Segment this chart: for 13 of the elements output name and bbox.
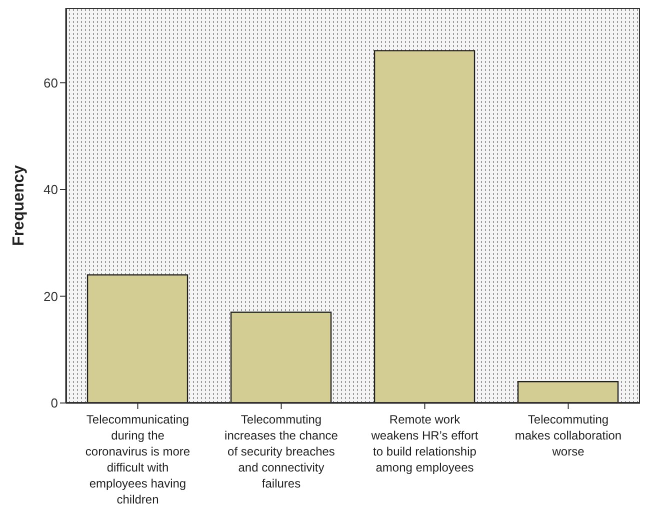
y-axis-title: Frequency [10,164,28,246]
x-tick-label: Telecommuting makes collaboration worse [514,412,622,459]
bar [230,312,332,403]
y-tick-label: 60 [44,75,58,90]
y-tick-label: 0 [50,396,58,411]
x-tick-label: Telecommuting increases the chance of security breaches and connectivity failures [224,412,338,491]
x-tick-label: Remote work weakens HR’s effort to build relationship among employees [370,412,479,475]
x-tick-label: Telecommunicating during the coronavirus is more difficult with employees having children [85,412,190,507]
bar [517,381,619,403]
y-tick-label: 40 [44,182,58,198]
y-tick-label: 20 [44,288,58,304]
bar [86,274,188,403]
bar [374,50,476,403]
